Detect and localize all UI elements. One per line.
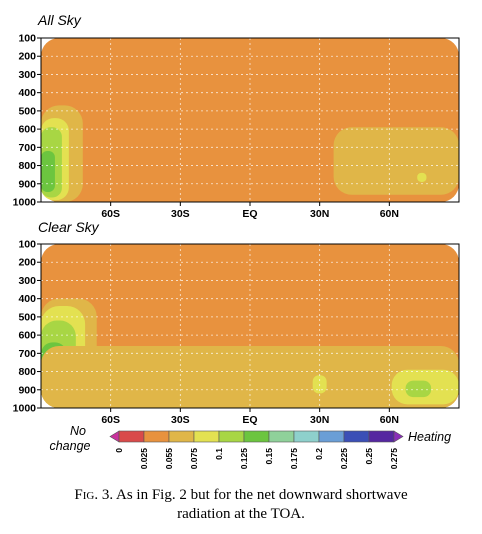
panel-title-clear-sky: Clear Sky [38, 219, 99, 235]
colorbar-swatch-9 [343, 430, 370, 443]
colorbar-swatch-4 [218, 430, 245, 443]
contour-region-6 [417, 172, 427, 182]
colorbar-swatch-3 [193, 430, 220, 443]
y-tick-label-4: 500 [18, 311, 36, 323]
y-tick-label-1: 200 [18, 257, 36, 269]
colorbar-swatch-5 [243, 430, 270, 443]
colorbar-tick-label-2: 0.055 [164, 448, 174, 470]
colorbar-tick-label-9: 0.225 [339, 448, 349, 470]
colorbar-tick-label-3: 0.075 [189, 448, 199, 470]
x-tick-label-2: EQ [242, 414, 257, 426]
contour-region-5 [333, 127, 459, 195]
colorbar-tick-label-0: 0 [114, 448, 124, 453]
colorbar-tick-label-11: 0.275 [389, 448, 399, 470]
y-tick-label-2: 300 [18, 275, 36, 287]
colorbar-left-arrow [109, 430, 120, 443]
colorbar-swatch-1 [143, 430, 170, 443]
contour-region-4 [41, 150, 55, 192]
colorbar-tick-label-8: 0.2 [314, 448, 324, 460]
colorbar-swatch-10 [368, 430, 395, 443]
x-tick-label-1: 30S [171, 208, 190, 220]
y-tick-label-5: 600 [18, 124, 36, 136]
colorbar-tick-label-1: 0.025 [139, 448, 149, 470]
y-tick-label-2: 300 [18, 69, 36, 81]
y-tick-label-1: 200 [18, 51, 36, 63]
y-tick-label-5: 600 [18, 330, 36, 342]
x-tick-label-3: 30N [310, 208, 329, 220]
all-sky-chart: 100 200 300 400 500 600 700 800 900 1000 60S 30S EQ 3… [13, 33, 460, 220]
x-tick-label-0: 60S [101, 208, 120, 220]
y-tick-label-3: 400 [18, 87, 36, 99]
y-tick-label-0: 100 [18, 33, 36, 45]
x-tick-label-2: EQ [242, 208, 257, 220]
colorbar-swatch-6 [268, 430, 295, 443]
colorbar-right-arrow [393, 430, 404, 443]
colorbar-right-label: Heating [408, 430, 451, 444]
colorbar-swatch-8 [318, 430, 345, 443]
contour-region-9 [405, 380, 432, 398]
y-tick-label-8: 900 [18, 384, 36, 396]
colorbar-tick-label-4: 0.1 [214, 448, 224, 460]
colorbar-tick-label-10: 0.25 [364, 448, 374, 465]
colorbar-tick-label-7: 0.175 [289, 448, 299, 470]
y-tick-label-3: 400 [18, 293, 36, 305]
y-tick-label-6: 700 [18, 142, 36, 154]
contour-region-6 [41, 346, 459, 408]
x-tick-label-0: 60S [101, 414, 120, 426]
figure-caption: Fig. 3. As in Fig. 2 but for the net dow… [0, 486, 482, 524]
y-tick-label-6: 700 [18, 348, 36, 360]
panel-title-all-sky: All Sky [38, 12, 81, 28]
colorbar: 0 0.025 0.055 0.075 0.1 0.125 0.15 0.175 0.2 0.22… [49, 425, 451, 470]
y-tick-label-9: 1000 [13, 197, 37, 209]
x-tick-label-4: 60N [380, 208, 399, 220]
clear-sky-chart: 100 200 300 400 500 600 700 800 900 1000 60S 30S EQ 3… [13, 239, 460, 426]
x-tick-label-4: 60N [380, 414, 399, 426]
y-tick-label-8: 900 [18, 178, 36, 190]
x-tick-label-3: 30N [310, 414, 329, 426]
y-tick-label-9: 1000 [13, 403, 37, 415]
caption-line-2: radiation at the TOA. [177, 506, 305, 522]
colorbar-swatch-2 [168, 430, 195, 443]
colorbar-swatch-7 [293, 430, 320, 443]
y-tick-label-7: 800 [18, 366, 36, 378]
y-tick-label-0: 100 [18, 239, 36, 251]
caption-line-1: As in Fig. 2 but for the net downward sh… [113, 487, 408, 503]
colorbar-swatch-0 [118, 430, 145, 443]
colorbar-tick-label-5: 0.125 [239, 448, 249, 470]
x-tick-label-1: 30S [171, 414, 190, 426]
y-tick-label-4: 500 [18, 105, 36, 117]
caption-fig-label: Fig. 3. [74, 487, 114, 503]
colorbar-left-label: No change [49, 425, 90, 453]
colorbar-tick-label-6: 0.15 [264, 448, 274, 465]
y-tick-label-7: 800 [18, 160, 36, 172]
